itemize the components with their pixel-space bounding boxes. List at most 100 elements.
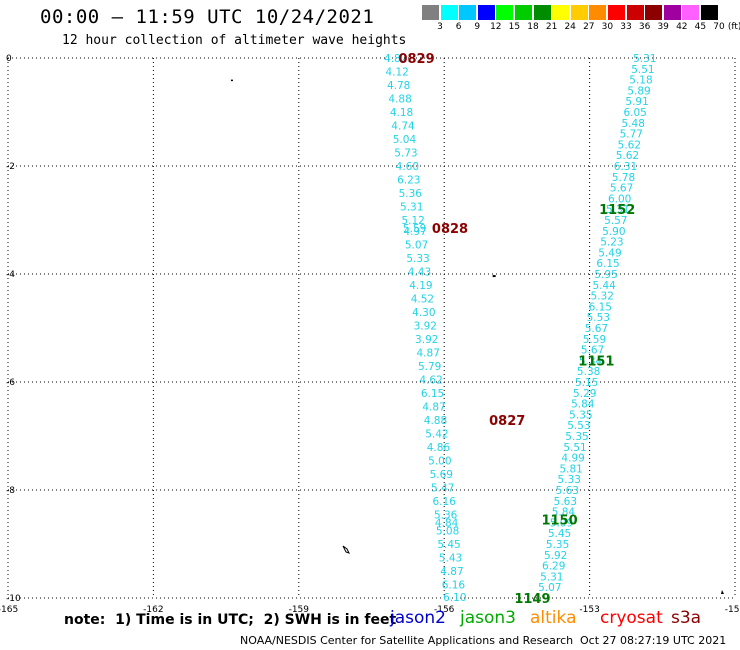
wave-height-value: 5.91 xyxy=(625,96,648,108)
wave-height-value: 5.34 xyxy=(579,355,603,367)
pass-time-label: 1149 xyxy=(514,592,550,607)
wave-height-value: 5.09 xyxy=(550,517,573,529)
generation-timestamp: Oct 27 08:27:19 UTC 2021 xyxy=(580,634,727,647)
wave-height-value: 4.60 xyxy=(396,161,419,173)
wave-height-value: 4.86 xyxy=(427,442,451,454)
wave-height-value: 5.07 xyxy=(538,582,561,594)
legend-label: 12 xyxy=(490,22,502,32)
x-tick-label: -156 xyxy=(434,605,455,615)
wave-height-value: 5.18 xyxy=(629,75,652,87)
wave-height-value: 5.53 xyxy=(587,312,610,324)
wave-height-value: 5.00 xyxy=(428,455,451,467)
wave-height-value: 5.92 xyxy=(544,550,567,562)
pass-time-label: 1152 xyxy=(599,203,635,218)
credit-line: NOAA/NESDIS Center for Satellite Applica… xyxy=(240,634,574,647)
legend-swatch xyxy=(701,5,718,20)
wave-height-value: 5.43 xyxy=(439,553,462,565)
wave-height-value: 4.88 xyxy=(388,94,411,106)
legend-swatch xyxy=(663,5,681,20)
wave-height-value: 6.15 xyxy=(589,301,612,313)
wave-height-value: 6.16 xyxy=(442,580,466,592)
wave-height-value: 4.99 xyxy=(561,453,584,465)
y-tick-label: -2 xyxy=(6,162,15,172)
satellite-cryosat: cryosat xyxy=(600,608,663,628)
wave-height-value: 5.35 xyxy=(565,431,588,443)
pass-time-label: 0829 xyxy=(398,52,434,67)
wave-height-value: 5.77 xyxy=(620,129,643,141)
legend-swatch xyxy=(496,5,514,20)
wave-height-value: 5.42 xyxy=(425,428,448,440)
wave-height-value: 5.04 xyxy=(393,134,417,146)
wave-height-value: 5.63 xyxy=(556,485,579,497)
legend-swatch xyxy=(477,5,495,20)
wave-height-value: 6.31 xyxy=(614,161,637,173)
legend-swatch xyxy=(682,5,700,20)
x-tick-label: -162 xyxy=(143,605,163,615)
wave-height-value: 4.30 xyxy=(412,307,435,319)
y-tick-label: 0 xyxy=(6,54,12,64)
wave-height-value: 5.32 xyxy=(591,291,614,303)
wave-height-value: 4.97 xyxy=(403,226,426,238)
legend-label: 45 xyxy=(694,22,707,32)
x-tick-label: -165 xyxy=(0,605,18,615)
wave-height-value: 4.19 xyxy=(409,280,432,292)
wave-height-value: 6.23 xyxy=(397,175,420,187)
wave-height-value: 5.62 xyxy=(616,150,639,162)
wave-height-value: 5.95 xyxy=(594,269,617,281)
legend-label: 21 xyxy=(545,22,558,32)
legend-swatch xyxy=(533,5,551,20)
legend-label: 36 xyxy=(638,22,651,32)
wave-height-value: 6.15 xyxy=(421,388,444,400)
wave-height-value: 5.07 xyxy=(405,239,428,251)
wave-height-value: 5.51 xyxy=(563,442,586,454)
wave-height-value: 5.31 xyxy=(540,571,563,583)
wave-height-value: 6.00 xyxy=(608,193,631,205)
legend-swatch xyxy=(515,5,532,20)
wave-height-value: 5.49 xyxy=(598,247,621,259)
legend-label: 33 xyxy=(620,22,632,32)
y-tick-label: -6 xyxy=(6,378,15,388)
wave-height-value: 5.79 xyxy=(418,361,441,373)
wave-height-value: 5.35 xyxy=(546,539,569,551)
legend-swatch xyxy=(552,5,570,20)
wave-height-value: 4.82 xyxy=(384,53,407,65)
wave-height-value: 5.36 xyxy=(399,188,423,200)
y-tick-label: -8 xyxy=(6,486,15,496)
wave-height-value: 4.88 xyxy=(424,415,447,427)
wave-height-value: 5.73 xyxy=(394,148,417,160)
legend-unit: (ft) xyxy=(727,22,740,32)
legend-label: 18 xyxy=(527,22,539,32)
wave-height-value: 3.92 xyxy=(415,334,438,346)
legend-label: 15 xyxy=(508,22,521,32)
island-mark xyxy=(492,275,496,278)
wave-height-value: 5.62 xyxy=(618,139,641,151)
wave-height-value: 5.53 xyxy=(567,420,590,432)
footer-note: note: 1) Time is in UTC; 2) SWH is in fe… xyxy=(64,612,397,628)
wave-height-value: 4.87 xyxy=(417,347,440,359)
satellite-jason2: jason2 xyxy=(390,608,446,628)
legend-swatch xyxy=(570,5,588,20)
legend-swatch xyxy=(589,5,607,20)
wave-height-value: 5.57 xyxy=(604,215,627,227)
wave-height-value: 5.29 xyxy=(573,388,596,400)
legend-label: 70 xyxy=(713,22,725,32)
wave-height-value: 5.89 xyxy=(627,85,650,97)
wave-height-value: 5.84 xyxy=(571,399,595,411)
wave-height-value: 4.12 xyxy=(385,67,408,79)
wave-height-value: 4.52 xyxy=(411,293,434,305)
satellite-altika: altika xyxy=(530,608,577,628)
pass-time-label: 0827 xyxy=(489,414,525,429)
wave-height-value: 5.90 xyxy=(602,226,625,238)
wave-height-value: 5.33 xyxy=(558,474,581,486)
wave-height-value: 4.74 xyxy=(391,121,415,133)
wave-height-value: 6.10 xyxy=(443,592,466,604)
wave-height-value: 5.35 xyxy=(569,409,592,421)
wave-height-value: 5.67 xyxy=(610,183,633,195)
wave-height-value: 5.08 xyxy=(436,526,459,538)
x-tick-label: -150 xyxy=(725,605,740,615)
wave-height-value: 5.59 xyxy=(403,223,426,235)
satellite-s3a: s3a xyxy=(671,608,702,628)
x-tick-label: -159 xyxy=(289,605,310,615)
wave-height-value: 5.59 xyxy=(583,334,606,346)
